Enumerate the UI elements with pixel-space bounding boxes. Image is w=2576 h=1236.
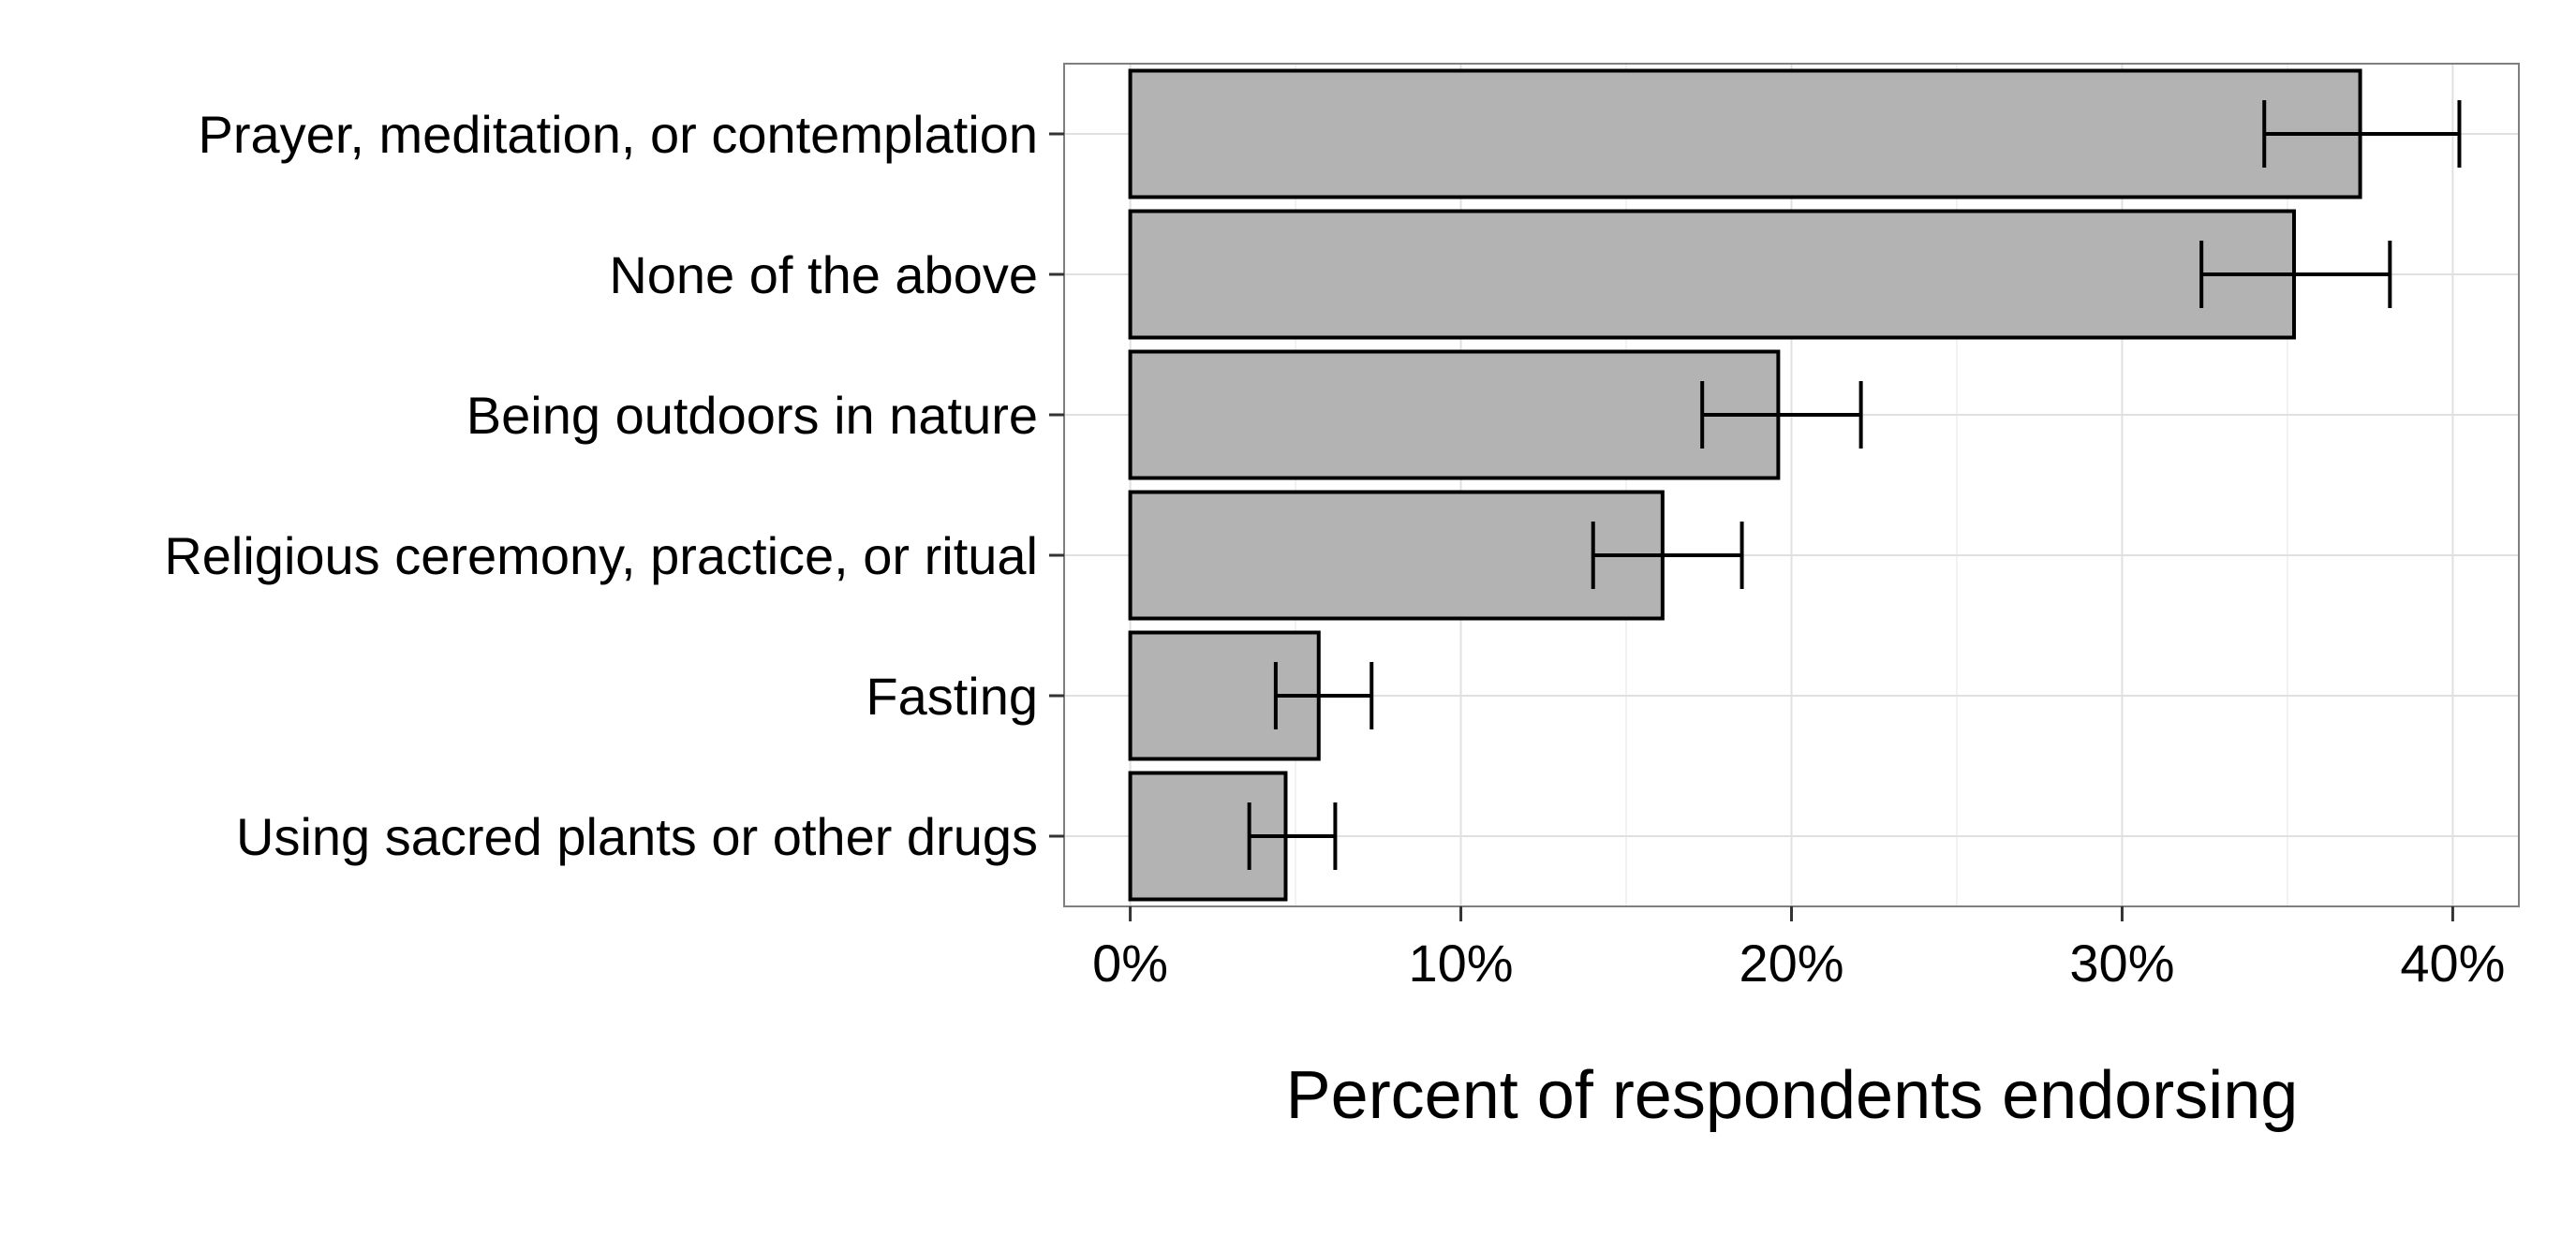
x-axis-tick-label: 30% [2069,934,2174,993]
bar [1128,349,1781,480]
x-axis-title: Percent of respondents endorsing [1286,1058,2299,1133]
y-axis-category-label: Prayer, meditation, or contemplation [199,105,1038,164]
x-axis: 0% 10% 20% 30% 40% [1092,906,2505,993]
x-axis-tick-label: 10% [1408,934,1513,993]
bar [1128,490,1665,621]
x-axis-tick-label: 0% [1092,934,1168,993]
y-axis-category-label: None of the above [609,245,1038,304]
x-axis-tick-label: 20% [1739,934,1843,993]
bar [1128,68,2362,199]
y-axis-category-label: Religious ceremony, practice, or ritual [164,526,1038,585]
error-bars [1247,100,2462,870]
bars [1128,68,2362,902]
y-axis: Prayer, meditation, or contemplation None… [164,105,1064,866]
bar [1128,209,2296,340]
y-axis-category-label: Being outdoors in nature [466,386,1038,445]
y-axis-category-label: Fasting [866,667,1038,726]
x-axis-tick-label: 40% [2400,934,2505,993]
y-axis-category-label: Using sacred plants or other drugs [236,807,1038,866]
